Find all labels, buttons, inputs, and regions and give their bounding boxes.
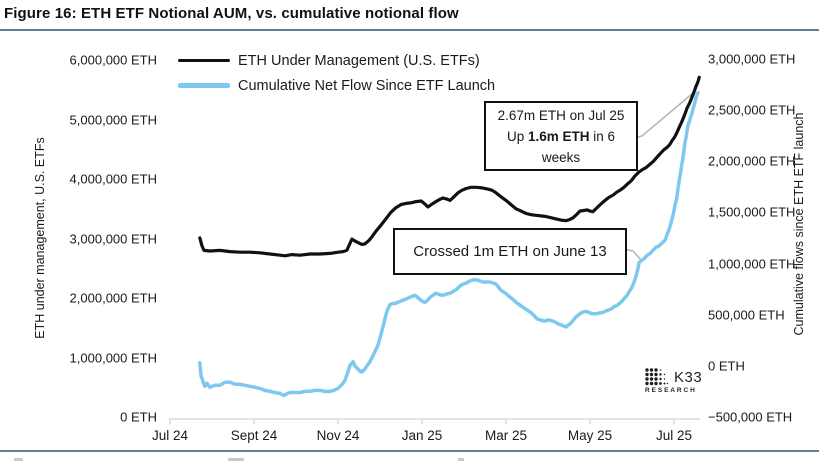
left-axis-tick-label: 4,000,000 ETH: [69, 171, 157, 187]
left-axis-tick-label: 1,000,000 ETH: [69, 350, 157, 365]
cumulative-flow-line-series: [198, 91, 700, 398]
right-axis-tick-label: 0 ETH: [708, 358, 745, 374]
bottom-rule: [0, 450, 819, 452]
right-axis-tick-label: 3,000,000 ETH: [708, 51, 796, 67]
left-axis-tick-label: 0 ETH: [120, 409, 157, 425]
left-axis-tick-label: 3,000,000 ETH: [69, 231, 157, 246]
k33-research-logo: K33 RESEARCH: [645, 368, 702, 394]
x-axis-tick-label: Jul 25: [655, 428, 693, 443]
brand-subtitle: RESEARCH: [645, 387, 697, 394]
left-axis-tick-label: 6,000,000 ETH: [69, 52, 157, 68]
left-axis-tick-labels: 6,000,000 ETH 5,000,000 ETH 4,000,000 ETH 3…: [0, 0, 157, 461]
legend-label-flow: Cumulative Net Flow Since ETF Launch: [238, 77, 496, 94]
legend-item-aum: ETH Under Management (U.S. ETFs): [178, 48, 495, 73]
x-axis-tick-label: Sept 24: [230, 428, 278, 443]
legend-item-flow: Cumulative Net Flow Since ETF Launch: [178, 73, 495, 98]
annotation-line-2: Up 1.6m ETH in 6: [506, 128, 616, 144]
figure-title: Figure 16: ETH ETF Notional AUM, vs. cum…: [4, 5, 459, 22]
legend-label-aum: ETH Under Management (U.S. ETFs): [238, 52, 480, 69]
legend-swatch-aum-line: [178, 58, 230, 63]
right-axis-tick-label: 500,000 ETH: [708, 307, 785, 323]
right-axis-tick-label: 2,500,000 ETH: [708, 102, 796, 118]
x-axis-tick-label: Mar 25: [484, 428, 528, 443]
annotation-box-flow-peak: 2.67m ETH on Jul 25 Up 1.6m ETH in 6 wee…: [484, 101, 638, 171]
annotation-box-crossed-1m: Crossed 1m ETH on June 13: [393, 228, 627, 275]
left-axis-tick-label: 2,000,000 ETH: [69, 290, 157, 306]
title-underline: [0, 29, 819, 31]
right-axis-tick-label: 2,000,000 ETH: [708, 153, 796, 169]
left-axis-tick-label: 5,000,000 ETH: [69, 112, 157, 127]
right-axis-tick-label: 1,000,000 ETH: [708, 256, 796, 272]
aum-line-series: [198, 75, 701, 258]
annotation-line-1: 2.67m ETH on Jul 25: [497, 107, 625, 123]
chart-legend: ETH Under Management (U.S. ETFs) Cumulat…: [178, 48, 495, 98]
k33-dots-icon: [645, 368, 669, 386]
clipped-text-fragment: [458, 458, 464, 461]
right-axis-tick-label: 1,500,000 ETH: [708, 204, 796, 220]
clipped-text-fragment: [228, 458, 244, 461]
annotation-line-3: weeks: [541, 149, 581, 165]
brand-name: K33: [674, 368, 703, 386]
legend-swatch-flow-line: [178, 83, 230, 88]
x-axis-tick-label: Jan 25: [401, 428, 443, 443]
annotation-text: Crossed 1m ETH on June 13: [413, 243, 607, 260]
clipped-text-fragment: [14, 458, 23, 461]
x-axis-tick-label: May 25: [567, 428, 613, 443]
x-axis-tick-label: Nov 24: [316, 428, 360, 443]
x-axis-tick-label: Jul 24: [151, 428, 189, 443]
right-axis-tick-labels: 3,000,000 ETH 2,500,000 ETH 2,000,000 ETH 1…: [708, 0, 819, 461]
right-axis-tick-label: −500,000 ETH: [708, 409, 793, 425]
